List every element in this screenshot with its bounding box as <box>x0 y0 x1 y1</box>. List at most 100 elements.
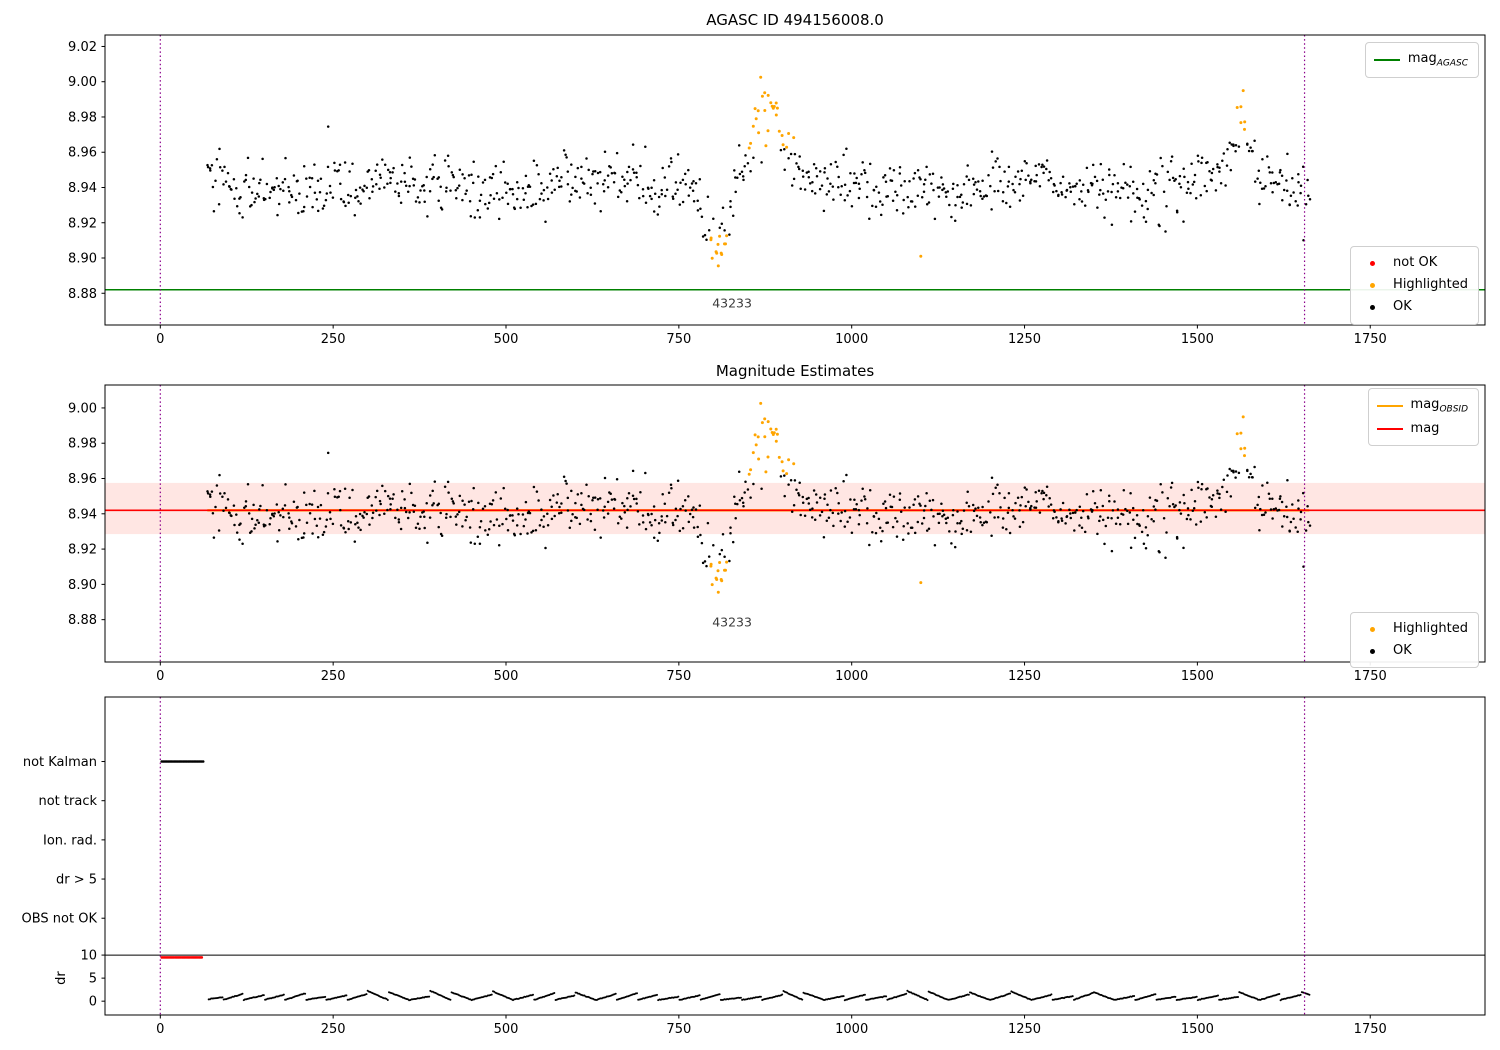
svg-text:750: 750 <box>666 1022 691 1037</box>
agasc-axes: 0 250 500 750 1000 1250 1500 1750 9.02 9.00 8.98 8.… <box>68 34 1486 347</box>
legend-marker-swatch <box>1369 648 1375 654</box>
svg-text:0: 0 <box>89 995 97 1010</box>
legend-mag-agasc: magAGASC <box>1364 42 1479 79</box>
svg-text:1000: 1000 <box>835 669 868 684</box>
not-kalman-flags <box>160 760 205 763</box>
legend-item: magOBSID <box>1376 394 1468 418</box>
legend-label: Highlighted <box>1393 621 1468 636</box>
legend-item: Highlighted <box>1359 274 1468 296</box>
x-tick-labels: 0 250 500 750 1000 1250 1500 1750 <box>156 662 1387 684</box>
svg-text:1500: 1500 <box>1181 669 1214 684</box>
legend-agasc-markers: not OK Highlighted OK <box>1350 246 1479 325</box>
svg-text:1750: 1750 <box>1354 1022 1387 1037</box>
legend-label: magOBSID <box>1410 397 1468 415</box>
obsid-annotation: 43233 <box>712 295 752 310</box>
legend-mag-obsid: magOBSID mag <box>1367 388 1479 447</box>
svg-text:8.88: 8.88 <box>68 613 97 628</box>
svg-text:250: 250 <box>321 1022 346 1037</box>
svg-text:1000: 1000 <box>835 332 868 347</box>
legend-marker-swatch <box>1369 304 1375 310</box>
x-tick-labels: 0 250 500 750 1000 1250 1500 1750 <box>156 1015 1387 1037</box>
legend-label: magAGASC <box>1407 51 1468 69</box>
flag-category-labels: not Kalman not track Ion. rad. dr > 5 OBS no… <box>22 755 105 927</box>
dr-tick-labels: 10 5 0 <box>80 949 105 1010</box>
legend-item: OK <box>1359 640 1468 662</box>
axes-spines <box>104 34 1486 326</box>
magnitude-estimates-title: Magnitude Estimates <box>715 362 875 380</box>
obsid-annotation: 43233 <box>712 615 752 630</box>
legend-item: magAGASC <box>1373 48 1468 72</box>
svg-text:8.96: 8.96 <box>68 472 97 487</box>
svg-text:not Kalman: not Kalman <box>23 755 97 770</box>
svg-text:1000: 1000 <box>835 1022 868 1037</box>
svg-text:1250: 1250 <box>1008 1022 1041 1037</box>
svg-text:0: 0 <box>156 669 164 684</box>
svg-text:1250: 1250 <box>1008 669 1041 684</box>
magnitude-estimates-plot: 43233 <box>105 385 1485 662</box>
mag-uncertainty-band <box>105 482 1485 535</box>
svg-text:8.98: 8.98 <box>68 437 97 452</box>
svg-text:1750: 1750 <box>1354 669 1387 684</box>
legend-item: not OK <box>1359 252 1468 274</box>
legend-item: Highlighted <box>1359 618 1468 640</box>
svg-text:5: 5 <box>89 972 97 987</box>
svg-text:1250: 1250 <box>1008 332 1041 347</box>
svg-text:dr > 5: dr > 5 <box>56 873 97 888</box>
y-tick-labels: 9.00 8.98 8.96 8.94 8.92 8.90 8.88 <box>68 401 105 628</box>
svg-text:1500: 1500 <box>1181 332 1214 347</box>
svg-text:not track: not track <box>38 794 97 809</box>
y-tick-labels: 9.02 9.00 8.98 8.96 8.94 8.92 8.90 8.88 <box>68 40 105 302</box>
legend-marker-swatch <box>1369 260 1375 266</box>
dr-points <box>207 989 1311 1002</box>
dr-axis-label: dr <box>54 971 69 985</box>
svg-text:0: 0 <box>156 1022 164 1037</box>
legend-item: OK <box>1359 296 1468 318</box>
svg-text:750: 750 <box>666 332 691 347</box>
flags-dr-plot <box>105 697 1485 1015</box>
x-tick-labels: 0 250 500 750 1000 1250 1500 1750 <box>156 325 1387 347</box>
svg-text:9.00: 9.00 <box>68 75 97 90</box>
legend-line-swatch <box>1376 428 1403 431</box>
legend-line-swatch <box>1376 405 1403 408</box>
svg-text:8.90: 8.90 <box>68 578 97 593</box>
svg-text:8.96: 8.96 <box>68 146 97 161</box>
legend-line-swatch <box>1373 59 1400 62</box>
svg-text:8.92: 8.92 <box>68 543 97 558</box>
legend-item: mag <box>1376 418 1468 440</box>
legend-label: OK <box>1393 299 1412 315</box>
svg-text:250: 250 <box>321 332 346 347</box>
dr-clipped <box>160 956 204 959</box>
svg-text:8.92: 8.92 <box>68 216 97 231</box>
highlighted-points <box>709 401 1247 594</box>
agasc-plot-title: AGASC ID 494156008.0 <box>706 11 884 29</box>
svg-text:500: 500 <box>494 669 519 684</box>
legend-label: Highlighted <box>1393 277 1468 293</box>
svg-text:0: 0 <box>156 332 164 347</box>
ok-points <box>206 451 1312 568</box>
highlighted-points <box>709 75 1247 268</box>
legend-marker-swatch <box>1369 282 1375 288</box>
svg-text:8.98: 8.98 <box>68 110 97 125</box>
svg-text:9.00: 9.00 <box>68 401 97 416</box>
svg-text:8.94: 8.94 <box>68 507 97 522</box>
svg-text:Ion. rad.: Ion. rad. <box>43 833 97 848</box>
legend-label: OK <box>1393 643 1412 659</box>
svg-text:500: 500 <box>494 332 519 347</box>
svg-text:1750: 1750 <box>1354 332 1387 347</box>
svg-text:1500: 1500 <box>1181 1022 1214 1037</box>
legend-estimates-markers: Highlighted OK <box>1350 612 1479 669</box>
svg-text:OBS not OK: OBS not OK <box>22 912 98 927</box>
legend-marker-swatch <box>1369 626 1375 632</box>
legend-label: not OK <box>1393 255 1438 270</box>
agasc-mag-plot: 43233 <box>105 35 1485 325</box>
ok-points <box>206 125 1312 242</box>
svg-text:8.90: 8.90 <box>68 252 97 267</box>
svg-text:250: 250 <box>321 669 346 684</box>
axes-spines <box>104 696 1486 1016</box>
svg-text:500: 500 <box>494 1022 519 1037</box>
svg-text:750: 750 <box>666 669 691 684</box>
svg-text:9.02: 9.02 <box>68 40 97 55</box>
